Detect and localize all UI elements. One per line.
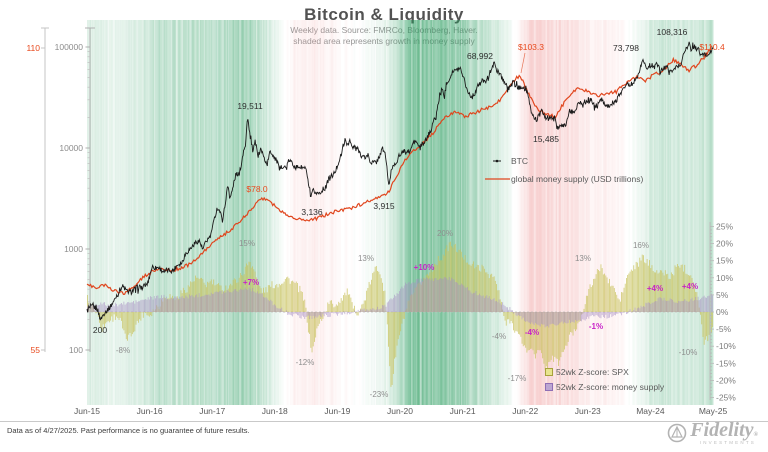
legend-spx-zscore-label: 52wk Z-score: SPX [556, 366, 629, 377]
svg-text:-25%: -25% [716, 393, 736, 403]
annotation-13: 13% [575, 254, 591, 263]
svg-text:Jun-21: Jun-21 [450, 406, 476, 416]
annotation-16: 16% [633, 241, 649, 250]
svg-text:55: 55 [31, 345, 41, 355]
svg-text:10000: 10000 [59, 143, 83, 153]
page-title: Bitcoin & Liquidity [304, 5, 464, 24]
svg-text:110: 110 [26, 43, 40, 53]
svg-text:-15%: -15% [716, 358, 736, 368]
svg-text:-10%: -10% [716, 341, 736, 351]
annotation-200: 200 [93, 325, 107, 335]
annotation-3915: 3,915 [373, 201, 395, 211]
axes: 100 1000 10000 100000 110 55 25% 20% 15% 10% 5% 0% -… [26, 27, 736, 403]
svg-text:25%: 25% [716, 222, 733, 232]
annotation-4: +4% [647, 284, 663, 293]
chart-subtitle: Weekly data. Source: FMRCo, Bloomberg, H… [0, 25, 768, 47]
money-supply-line-marker-icon [484, 175, 511, 183]
money-bar-swatch-icon [545, 382, 553, 391]
annotation--23: -23% [370, 390, 389, 399]
annotation-1104: $110.4 [699, 42, 725, 52]
footer-divider [0, 421, 768, 422]
legend-money-zscore-label: 52wk Z-score: money supply [556, 381, 665, 392]
svg-text:May-24: May-24 [636, 406, 665, 416]
background-shading [87, 20, 714, 405]
legend-btc-label: BTC [511, 156, 528, 166]
svg-text:-5%: -5% [716, 324, 732, 334]
legend-item-spx-zscore: 52wk Z-score: SPX [545, 364, 664, 379]
annotation--4: -4% [525, 328, 539, 337]
annotation--17: -17% [508, 374, 527, 383]
annotation--4: -4% [492, 332, 506, 341]
annotation-15485: 15,485 [533, 134, 559, 144]
subtitle-line-1: Weekly data. Source: FMRCo, Bloomberg, H… [290, 25, 478, 35]
annotation--10: -10% [679, 348, 698, 357]
btc-line [86, 41, 714, 321]
annotation-15: 15% [239, 239, 255, 248]
svg-text:-20%: -20% [716, 375, 736, 385]
money-supply-bars [87, 277, 714, 328]
svg-text:Jun-16: Jun-16 [137, 406, 163, 416]
btc-line-marker-icon [484, 157, 511, 165]
legend-item-money-supply: global money supply (USD trillions) [484, 170, 643, 188]
money-supply-line [86, 45, 713, 296]
svg-text:Jun-23: Jun-23 [575, 406, 601, 416]
svg-text:Jun-22: Jun-22 [512, 406, 538, 416]
svg-text:Jun-20: Jun-20 [387, 406, 413, 416]
annotation-73798: 73,798 [613, 43, 639, 53]
svg-text:Jun-18: Jun-18 [262, 406, 288, 416]
svg-text:20%: 20% [716, 239, 733, 249]
svg-text:15%: 15% [716, 256, 733, 266]
legend-lines: BTC global money supply (USD trillions) [484, 152, 643, 188]
annotation-20: 20% [437, 229, 453, 238]
disclaimer-text: Data as of 4/27/2025. Past performance i… [7, 426, 250, 435]
annotation-1033: $103.3 [518, 42, 544, 52]
fidelity-wordmark: Fidelity® [690, 419, 758, 441]
x-axis-labels: Jun-15 Jun-16 Jun-17 Jun-18 Jun-19 Jun-20 Jun-… [74, 406, 727, 416]
annotation--12: -12% [296, 358, 315, 367]
spx-bar-swatch-icon [545, 367, 553, 376]
annotation-780: $78.0 [246, 184, 268, 194]
legend-item-money-zscore: 52wk Z-score: money supply [545, 379, 664, 394]
annotation--1: -1% [589, 322, 603, 331]
annotation--8: -8% [116, 346, 130, 355]
legend-item-btc: BTC [484, 152, 643, 170]
annotation-108316: 108,316 [657, 27, 688, 37]
legend-zscores: 52wk Z-score: SPX 52wk Z-score: money su… [545, 364, 664, 394]
annotation-7: +7% [243, 278, 259, 287]
svg-text:May-25: May-25 [699, 406, 728, 416]
svg-text:Jun-15: Jun-15 [74, 406, 100, 416]
annotation-68992: 68,992 [467, 51, 493, 61]
annotation-4: +4% [682, 282, 698, 291]
svg-text:1000: 1000 [64, 244, 83, 254]
subtitle-line-2: shaded area represents growth in money s… [293, 36, 475, 46]
fidelity-pyramid-icon [667, 423, 687, 443]
annotation-3136: 3,136 [301, 207, 323, 217]
svg-text:100000: 100000 [55, 42, 84, 52]
annotations-layer: 19,511 3,136 3,915 68,992 15,485 73,798 108,31… [93, 27, 725, 399]
annotation-13: 13% [358, 254, 374, 263]
svg-text:Jun-19: Jun-19 [324, 406, 350, 416]
annotation-10: +10% [414, 263, 435, 272]
svg-text:0%: 0% [716, 307, 729, 317]
svg-text:100: 100 [69, 345, 83, 355]
legend-money-supply-label: global money supply (USD trillions) [511, 174, 644, 184]
svg-text:10%: 10% [716, 273, 733, 283]
fidelity-logo: Fidelity® INVESTMENTS [666, 420, 758, 446]
fidelity-investments-text: INVESTMENTS [699, 440, 756, 445]
svg-text:5%: 5% [716, 290, 729, 300]
svg-text:Jun-17: Jun-17 [199, 406, 225, 416]
annotation-19511: 19,511 [237, 101, 263, 111]
